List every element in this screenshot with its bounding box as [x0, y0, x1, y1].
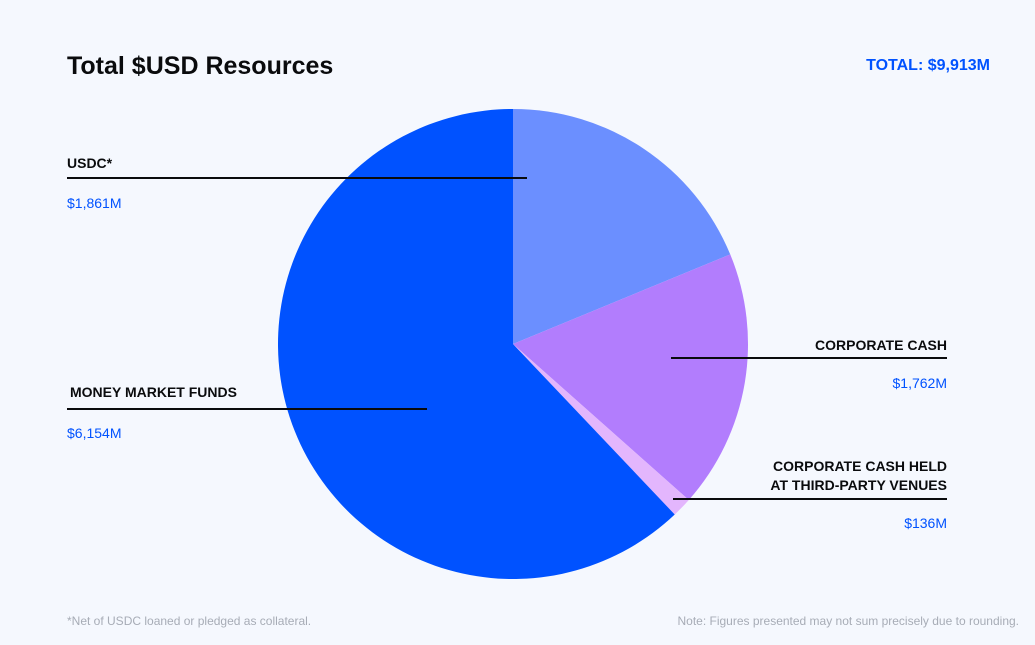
slice-label-corporate-cash: CORPORATE CASH [815, 337, 947, 353]
slice-label-third-party-line-2: AT THIRD-PARTY VENUES [770, 477, 947, 493]
chart-title: Total $USD Resources [67, 52, 334, 80]
slice-value-money-market-funds: $6,154M [67, 425, 122, 441]
footnote-usdc: *Net of USDC loaned or pledged as collat… [67, 614, 312, 628]
slice-label-usdc: USDC* [67, 155, 113, 171]
slice-label-money-market-funds: MONEY MARKET FUNDS [70, 384, 237, 400]
slice-value-usdc: $1,861M [67, 195, 122, 211]
slice-label-third-party-line-1: CORPORATE CASH HELD [773, 458, 947, 474]
slice-label-third-party-venues: CORPORATE CASH HELD AT THIRD-PARTY VENUE… [770, 457, 947, 495]
total-label: TOTAL: $9,913M [866, 57, 990, 74]
slice-value-corporate-cash: $1,762M [892, 375, 947, 391]
slice-value-third-party-venues: $136M [904, 515, 947, 531]
pie-slice-third-party-venues [513, 344, 689, 515]
leader-lines [67, 177, 947, 500]
footnote-rounding: Note: Figures presented may not sum prec… [677, 614, 1019, 628]
pie-slice-money-market-funds [277, 109, 675, 579]
pie-slice-corporate-cash [513, 254, 748, 500]
pie-slice-usdc [513, 109, 731, 344]
pie-slices [277, 109, 748, 579]
